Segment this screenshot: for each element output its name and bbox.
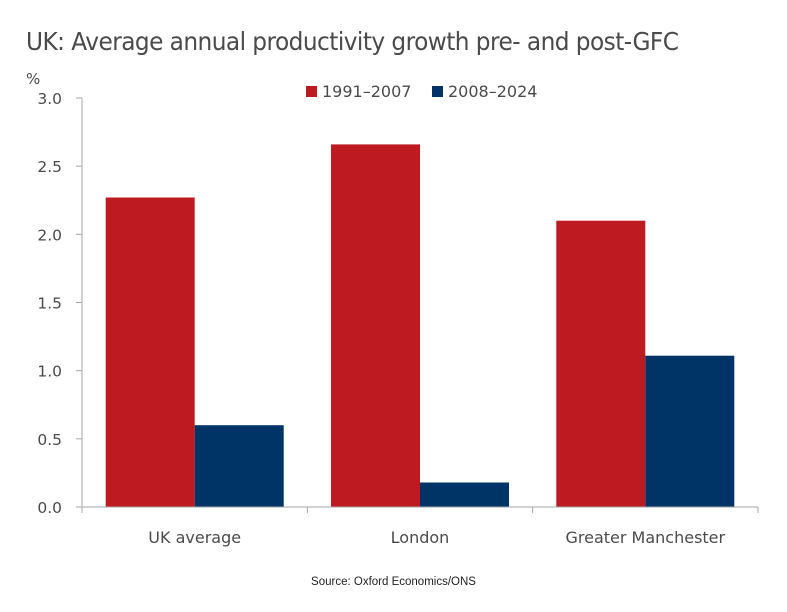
x-tick-label: UK average — [148, 528, 241, 547]
y-axis-unit-label: % — [26, 70, 41, 88]
legend-item-2008-2024: 2008–2024 — [432, 82, 537, 101]
bars — [105, 144, 735, 507]
bar-greater-manchester-1991-2007 — [556, 220, 646, 507]
bar-london-1991-2007 — [331, 144, 420, 507]
y-tick-label: 1.0 — [37, 363, 62, 381]
y-tick-label: 2.0 — [37, 226, 62, 244]
y-tick-label: 0.0 — [37, 499, 62, 517]
legend-label: 2008–2024 — [448, 82, 537, 101]
x-tick-label: Greater Manchester — [565, 528, 725, 547]
legend-label: 1991–2007 — [322, 82, 411, 101]
bar-uk-average-1991-2007 — [105, 197, 195, 507]
legend: 1991–2007 2008–2024 — [306, 82, 537, 101]
bar-london-2008-2024 — [420, 482, 509, 507]
bar-greater-manchester-2008-2024 — [645, 355, 735, 507]
chart-title: UK: Average annual productivity growth p… — [26, 27, 679, 56]
y-tick-label: 0.5 — [37, 431, 62, 449]
x-tick-label: London — [391, 528, 450, 547]
y-tick-label: 1.5 — [37, 295, 62, 313]
legend-swatch — [306, 86, 317, 97]
axes: UK average London Greater Manchester 0.0 0.5… — [37, 90, 759, 547]
legend-swatch — [432, 86, 443, 97]
y-tick-label: 3.0 — [37, 90, 62, 108]
bar-uk-average-2008-2024 — [194, 425, 284, 507]
source-note: Source: Oxford Economics/ONS — [311, 576, 476, 588]
y-tick-label: 2.5 — [37, 158, 62, 176]
legend-item-1991-2007: 1991–2007 — [306, 82, 411, 101]
